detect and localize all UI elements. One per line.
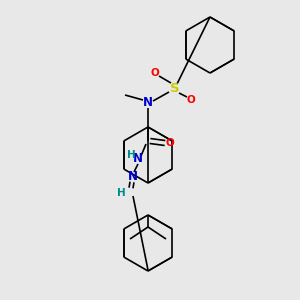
Text: O: O bbox=[166, 138, 174, 148]
Text: O: O bbox=[151, 68, 159, 78]
Text: N: N bbox=[128, 170, 138, 184]
Text: N: N bbox=[143, 97, 153, 110]
Text: H: H bbox=[117, 188, 125, 198]
Text: O: O bbox=[187, 95, 195, 105]
Text: N: N bbox=[133, 152, 143, 166]
Text: S: S bbox=[170, 82, 180, 94]
Text: H: H bbox=[127, 150, 135, 160]
